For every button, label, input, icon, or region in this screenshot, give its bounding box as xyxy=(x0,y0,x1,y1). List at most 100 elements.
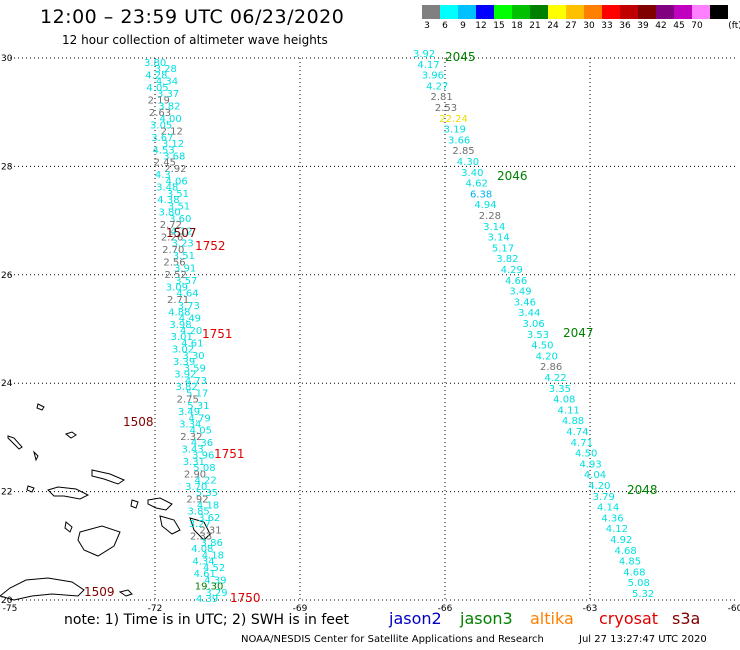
wave-height-value: 4.11 xyxy=(558,405,580,416)
wave-height-value: 4.73 xyxy=(185,376,207,387)
wave-height-value: 4.94 xyxy=(474,200,496,211)
wave-height-value: 4.85 xyxy=(619,557,641,568)
wave-height-value: 4.18 xyxy=(197,501,219,512)
wave-height-value: 4.27 xyxy=(426,81,448,92)
color-scale-swatch xyxy=(494,5,512,19)
color-scale-swatch xyxy=(620,5,638,19)
pass-time-label: 1752 xyxy=(195,239,226,253)
wave-height-value: 3.92 xyxy=(413,49,435,60)
color-scale-swatch xyxy=(566,5,584,19)
wave-height-value: 4.12 xyxy=(606,524,628,535)
wave-height-value: 2.71 xyxy=(167,295,189,306)
satellite-legend-altika: altika xyxy=(530,609,574,628)
wave-height-value: 3.34 xyxy=(179,419,201,430)
island-outline xyxy=(47,486,90,500)
wave-height-value: 4.61 xyxy=(194,569,216,580)
wave-height-value: 3.14 xyxy=(487,233,509,244)
wave-height-value: 3.98 xyxy=(169,320,191,331)
island-outline xyxy=(118,589,133,597)
wave-height-value: 2.70 xyxy=(162,245,184,256)
wave-height-value: 2.53 xyxy=(435,103,457,114)
lat-tick-label: 24 xyxy=(1,379,13,389)
wave-height-value: 2.85 xyxy=(452,146,474,157)
wave-height-value: 3.70 xyxy=(185,482,207,493)
track-east-values: 3.924.173.964.272.812.5322.243.193.662.8… xyxy=(413,49,654,600)
color-scale-unit: (ft) xyxy=(728,21,740,31)
wave-height-value: 5.17 xyxy=(186,388,208,399)
footer-credit: NOAA/NESDIS Center for Satellite Applica… xyxy=(241,634,544,645)
wave-height-value: 2.72 xyxy=(160,220,182,231)
wave-height-value: 4.68 xyxy=(614,546,636,557)
island-outline xyxy=(64,431,77,439)
wave-height-value: 4.39 xyxy=(196,594,218,605)
wave-height-value: 3.53 xyxy=(527,330,549,341)
wave-height-value: 3.59 xyxy=(184,363,206,374)
wave-height-value: 4.20 xyxy=(536,351,558,362)
wave-height-value: 3.96 xyxy=(422,71,444,82)
color-scale-label: 36 xyxy=(619,21,631,31)
color-scale-label: 9 xyxy=(460,21,466,31)
wave-height-value: 4.00 xyxy=(159,114,181,125)
wave-height-value: 3.60 xyxy=(169,214,191,225)
color-scale-swatch xyxy=(710,5,728,19)
island-outline xyxy=(147,497,173,511)
lat-tick-label: 22 xyxy=(1,488,12,498)
pass-time-label: 1750 xyxy=(230,591,261,605)
lat-tick-label: 20 xyxy=(1,596,13,606)
color-scale-swatch xyxy=(674,5,692,19)
lon-tick-label: -63 xyxy=(583,604,598,614)
pass-time-label: 1751 xyxy=(214,447,245,461)
color-scale-label: 12 xyxy=(475,21,487,31)
pass-time-label: 2048 xyxy=(627,483,658,497)
wave-height-value: 4.3 xyxy=(155,170,171,181)
wave-height-value: 2.92 xyxy=(186,494,208,505)
wave-height-value: 2.92 xyxy=(164,164,186,175)
wave-height-value: 3.14 xyxy=(483,222,505,233)
wave-height-value: 4.88 xyxy=(562,416,584,427)
wave-height-value: 4.92 xyxy=(610,535,632,546)
pass-time-label: 2045 xyxy=(445,50,476,64)
island-outline xyxy=(36,403,45,411)
wave-height-value: 4.05 xyxy=(146,83,168,94)
color-scale-swatch xyxy=(512,5,530,19)
color-scale-label: 30 xyxy=(583,21,595,31)
wave-height-value: 4.22 xyxy=(544,373,566,384)
wave-height-value: 3.40 xyxy=(461,168,483,179)
wave-height-value: 4.62 xyxy=(466,179,488,190)
wave-height-value: 3.39 xyxy=(173,357,195,368)
wave-height-value: 4.05 xyxy=(190,426,212,437)
color-scale-label: 42 xyxy=(655,21,667,31)
wave-height-value: 2.45 xyxy=(154,158,176,169)
satellite-legend-cryosat: cryosat xyxy=(599,609,659,628)
pass-time-label: 1751 xyxy=(202,327,233,341)
wave-height-value: 4.14 xyxy=(597,503,619,514)
wave-height-value: 2.81 xyxy=(431,92,453,103)
wave-height-value: 19.30 xyxy=(195,582,224,593)
wave-height-value: 6.38 xyxy=(470,189,492,200)
color-scale-swatch xyxy=(476,5,494,19)
wave-height-value: 4.61 xyxy=(181,338,203,349)
color-scale-label: 24 xyxy=(547,21,559,31)
map-title: 12:00 – 23:59 UTC 06/23/2020 xyxy=(40,6,345,28)
wave-height-value: 3.62 xyxy=(198,513,220,524)
wave-height-value: 4.06 xyxy=(165,176,187,187)
color-scale-swatch xyxy=(692,5,710,19)
color-scale-swatch xyxy=(440,5,458,19)
wave-height-value: 3.05 xyxy=(150,120,172,131)
wave-height-value: 3.82 xyxy=(496,254,518,265)
island-outline xyxy=(91,469,126,485)
wave-height-value: 3.68 xyxy=(163,151,185,162)
wave-height-value: 4.34 xyxy=(192,557,214,568)
color-scale-label: 70 xyxy=(691,21,703,31)
island-outline xyxy=(130,499,139,509)
wave-height-value: 4.68 xyxy=(623,567,645,578)
wave-height-value: 2.12 xyxy=(161,127,183,138)
wave-height-value: 3.27 xyxy=(189,519,211,530)
color-scale-label: 45 xyxy=(673,21,685,31)
wave-height-value: 4.66 xyxy=(505,276,527,287)
color-scale-label: 21 xyxy=(529,21,541,31)
wave-height-value: 3.96 xyxy=(192,451,214,462)
wave-height-value: 3.79 xyxy=(593,492,615,503)
wave-height-value: 3.28 xyxy=(155,64,177,75)
